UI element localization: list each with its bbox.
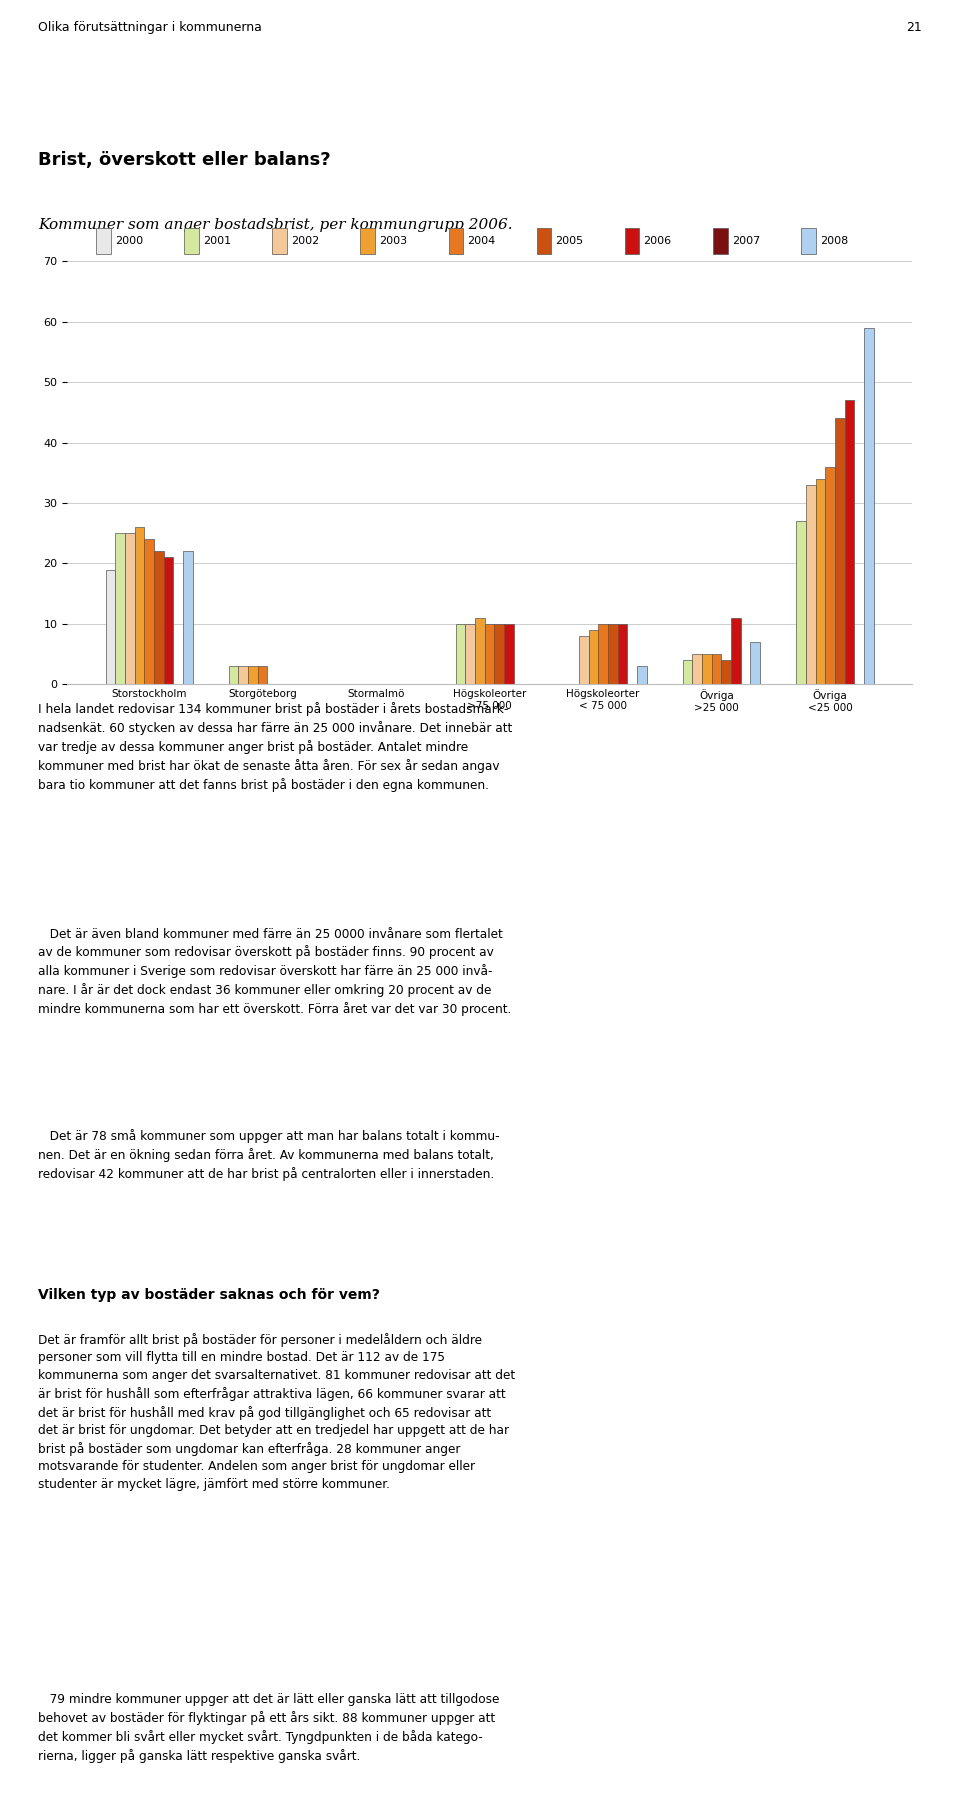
- Bar: [475, 618, 485, 684]
- Bar: [106, 569, 115, 684]
- Bar: [864, 328, 874, 684]
- Text: Det är framför allt brist på bostäder för personer i medelåldern och äldre
perso: Det är framför allt brist på bostäder fö…: [38, 1333, 516, 1491]
- Bar: [598, 623, 608, 684]
- Bar: [115, 533, 125, 684]
- Text: 2000: 2000: [115, 236, 143, 247]
- Bar: [579, 636, 588, 684]
- Text: 21: 21: [906, 20, 922, 34]
- Bar: [608, 623, 617, 684]
- Bar: [238, 666, 248, 684]
- Bar: [163, 557, 173, 684]
- Bar: [751, 643, 760, 684]
- Text: 2004: 2004: [468, 236, 495, 247]
- Bar: [816, 479, 826, 684]
- Bar: [722, 661, 732, 684]
- Bar: [504, 623, 514, 684]
- Bar: [456, 623, 466, 684]
- Bar: [845, 400, 854, 684]
- Bar: [494, 623, 504, 684]
- Text: Brist, överskott eller balans?: Brist, överskott eller balans?: [38, 151, 331, 169]
- Text: 2007: 2007: [732, 236, 760, 247]
- Text: 79 mindre kommuner uppger att det är lätt eller ganska lätt att tillgodose
behov: 79 mindre kommuner uppger att det är lät…: [38, 1693, 500, 1763]
- Bar: [826, 466, 835, 684]
- Bar: [588, 630, 598, 684]
- Text: Det är även bland kommuner med färre än 25 0000 invånare som flertalet
av de kom: Det är även bland kommuner med färre än …: [38, 928, 512, 1016]
- Bar: [801, 229, 816, 254]
- Bar: [806, 484, 816, 684]
- Bar: [257, 666, 268, 684]
- Bar: [360, 229, 375, 254]
- Bar: [713, 229, 728, 254]
- Bar: [617, 623, 627, 684]
- Bar: [692, 654, 702, 684]
- Bar: [154, 551, 163, 684]
- Bar: [184, 229, 199, 254]
- Bar: [683, 661, 692, 684]
- Bar: [134, 528, 144, 684]
- Bar: [448, 229, 463, 254]
- Bar: [248, 666, 257, 684]
- Bar: [835, 418, 845, 684]
- Bar: [485, 623, 494, 684]
- Text: 2002: 2002: [291, 236, 320, 247]
- Bar: [125, 533, 134, 684]
- Text: Olika förutsättningar i kommunerna: Olika förutsättningar i kommunerna: [38, 20, 262, 34]
- Text: Det är 78 små kommuner som uppger att man har balans totalt i kommu-
nen. Det är: Det är 78 små kommuner som uppger att ma…: [38, 1129, 500, 1181]
- Text: I hela landet redovisar 134 kommuner brist på bostäder i årets bostadsmark-
nads: I hela landet redovisar 134 kommuner bri…: [38, 702, 513, 792]
- Bar: [183, 551, 193, 684]
- Bar: [625, 229, 639, 254]
- Bar: [732, 618, 741, 684]
- Text: 2005: 2005: [556, 236, 584, 247]
- Bar: [636, 666, 647, 684]
- Bar: [711, 654, 722, 684]
- Text: 2006: 2006: [643, 236, 672, 247]
- Bar: [796, 520, 806, 684]
- Bar: [144, 538, 154, 684]
- Text: 2008: 2008: [820, 236, 848, 247]
- Text: Vilken typ av bostäder saknas och för vem?: Vilken typ av bostäder saknas och för ve…: [38, 1288, 380, 1302]
- Text: 2003: 2003: [379, 236, 407, 247]
- Text: Kommuner som anger bostadsbrist, per kommungrupp 2006.: Kommuner som anger bostadsbrist, per kom…: [38, 218, 513, 232]
- Bar: [702, 654, 711, 684]
- Bar: [96, 229, 110, 254]
- Bar: [273, 229, 287, 254]
- Bar: [537, 229, 551, 254]
- Bar: [228, 666, 238, 684]
- Bar: [466, 623, 475, 684]
- Text: 2001: 2001: [203, 236, 231, 247]
